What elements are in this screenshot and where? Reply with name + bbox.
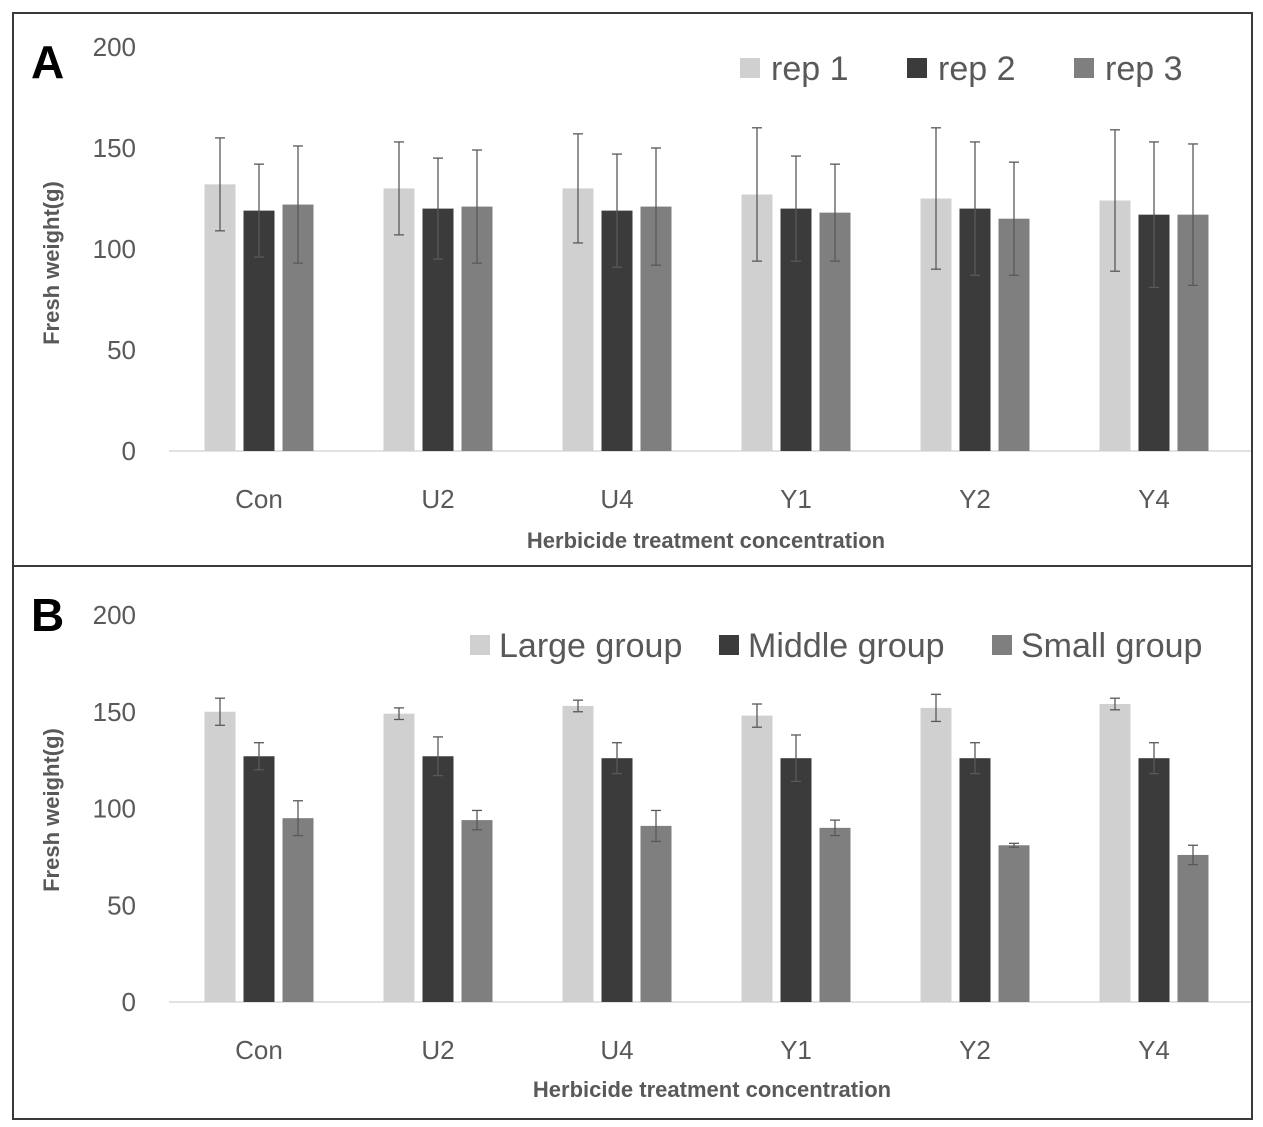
bar [204, 711, 236, 1002]
x-tick-label: U2 [421, 1035, 454, 1065]
y-tick-label: 100 [93, 234, 136, 264]
y-axis-title: Fresh weight(g) [39, 728, 64, 892]
y-tick-label: 100 [93, 794, 136, 824]
x-tick-label: U4 [600, 484, 633, 514]
legend-swatch [992, 635, 1012, 655]
bar [461, 820, 493, 1002]
legend-entry: Large group [499, 627, 682, 665]
legend-entry: Small group [1021, 627, 1202, 665]
x-tick-label: Con [235, 1035, 283, 1065]
x-tick-label: Y4 [1138, 484, 1170, 514]
legend-entry: Middle group [748, 627, 945, 665]
bar [383, 713, 415, 1002]
y-tick-label: 150 [93, 133, 136, 163]
bar [920, 707, 952, 1002]
bar [601, 758, 633, 1002]
x-axis-title: Herbicide treatment concentration [527, 528, 885, 553]
bar [640, 825, 672, 1002]
bar [959, 758, 991, 1002]
bar [562, 705, 594, 1002]
chart-panel-b: B 0 50 100 150 200 Con U2 U4 Y1 Y2 Y4 Large group… [12, 565, 1253, 1120]
bar [422, 756, 454, 1002]
bar-chart-a: A 0 50 100 150 200 Con U2 U4 Y1 Y2 Y4 rep 1 rep 2 r… [31, 32, 1251, 553]
bar [741, 715, 773, 1002]
y-tick-label: 200 [93, 32, 136, 62]
bar [1177, 854, 1209, 1002]
chart-panel-a: A 0 50 100 150 200 Con U2 U4 Y1 Y2 Y4 rep 1 rep 2 r… [12, 12, 1253, 567]
bar [243, 756, 275, 1002]
x-tick-label: Y4 [1138, 1035, 1170, 1065]
legend-swatch [470, 635, 490, 655]
legend-entry: rep 2 [938, 50, 1016, 88]
x-axis-title: Herbicide treatment concentration [533, 1077, 891, 1102]
y-tick-label: 0 [122, 987, 136, 1017]
bar [780, 758, 812, 1002]
bar [819, 827, 851, 1002]
y-tick-label: 200 [93, 600, 136, 630]
bar [1099, 704, 1131, 1002]
y-axis-title: Fresh weight(g) [39, 181, 64, 345]
legend-swatch [740, 58, 760, 78]
panel-letter-a: A [31, 36, 64, 88]
legend-swatch [719, 635, 739, 655]
legend-swatch [1074, 58, 1094, 78]
bar [1138, 758, 1170, 1002]
y-tick-label: 50 [107, 335, 136, 365]
y-tick-label: 0 [122, 436, 136, 466]
x-tick-label: Y1 [780, 484, 812, 514]
x-tick-label: Con [235, 484, 283, 514]
x-tick-label: U4 [600, 1035, 633, 1065]
bar-chart-b: B 0 50 100 150 200 Con U2 U4 Y1 Y2 Y4 Large group… [31, 589, 1251, 1102]
x-tick-label: Y2 [959, 1035, 991, 1065]
y-tick-label: 150 [93, 697, 136, 727]
x-tick-label: Y1 [780, 1035, 812, 1065]
y-tick-label: 50 [107, 890, 136, 920]
x-tick-label: Y2 [959, 484, 991, 514]
legend-entry: rep 3 [1105, 50, 1183, 88]
legend-swatch [907, 58, 927, 78]
legend-entry: rep 1 [771, 50, 849, 88]
x-tick-label: U2 [421, 484, 454, 514]
bar [282, 818, 314, 1002]
bar [998, 845, 1030, 1002]
panel-letter-b: B [31, 589, 64, 641]
